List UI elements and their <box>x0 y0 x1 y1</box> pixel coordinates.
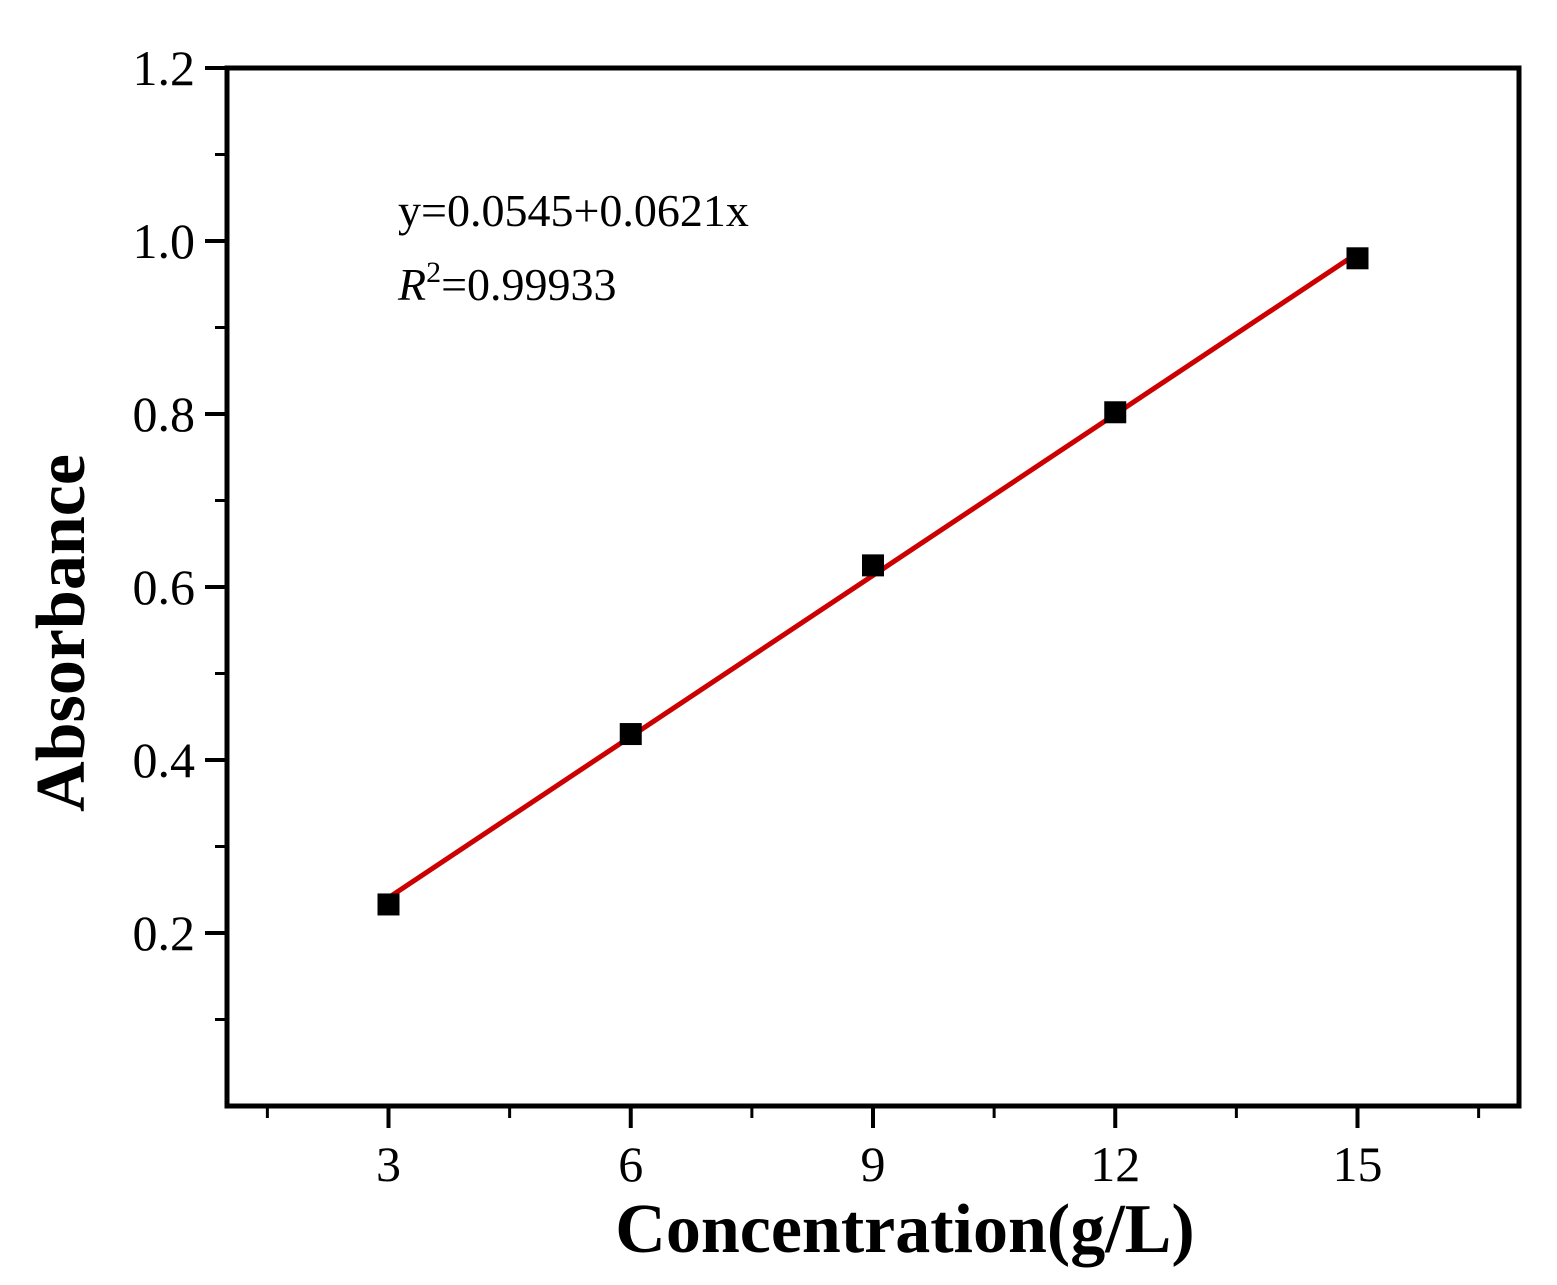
y-tick-label: 0.4 <box>133 732 196 788</box>
x-axis-title: Concentration(g/L) <box>615 1191 1194 1268</box>
data-point <box>862 554 884 577</box>
x-tick-label: 15 <box>1333 1136 1383 1192</box>
data-point <box>1104 401 1127 424</box>
y-tick-label: 0.6 <box>133 559 196 615</box>
plot-frame <box>224 65 1522 1109</box>
r-squared-annotation: R2=0.99933 <box>397 256 617 310</box>
y-tick-label: 0.2 <box>133 905 196 961</box>
x-tick-label: 3 <box>376 1136 401 1192</box>
r2-symbol: R <box>397 259 426 310</box>
data-point <box>377 893 400 916</box>
data-points <box>377 247 1369 916</box>
y-tick-label: 0.8 <box>133 386 196 442</box>
tick-labels: 3 6 9 12 15 0.2 0.4 0.6 0.8 1.0 1.2 <box>133 40 1383 1192</box>
y-tick-label: 1.0 <box>133 213 196 269</box>
r2-exponent: 2 <box>426 256 441 289</box>
data-point <box>619 723 642 746</box>
data-point <box>1346 247 1369 270</box>
x-tick-label: 9 <box>861 1136 886 1192</box>
y-axis-title: Absorbance <box>23 454 100 812</box>
major-ticks <box>205 66 1360 1128</box>
fit-equation: y=0.0545+0.0621x <box>398 185 749 236</box>
r2-value: =0.99933 <box>441 259 616 310</box>
x-tick-label: 12 <box>1090 1136 1140 1192</box>
y-tick-label: 1.2 <box>133 40 196 96</box>
x-tick-label: 6 <box>618 1136 643 1192</box>
